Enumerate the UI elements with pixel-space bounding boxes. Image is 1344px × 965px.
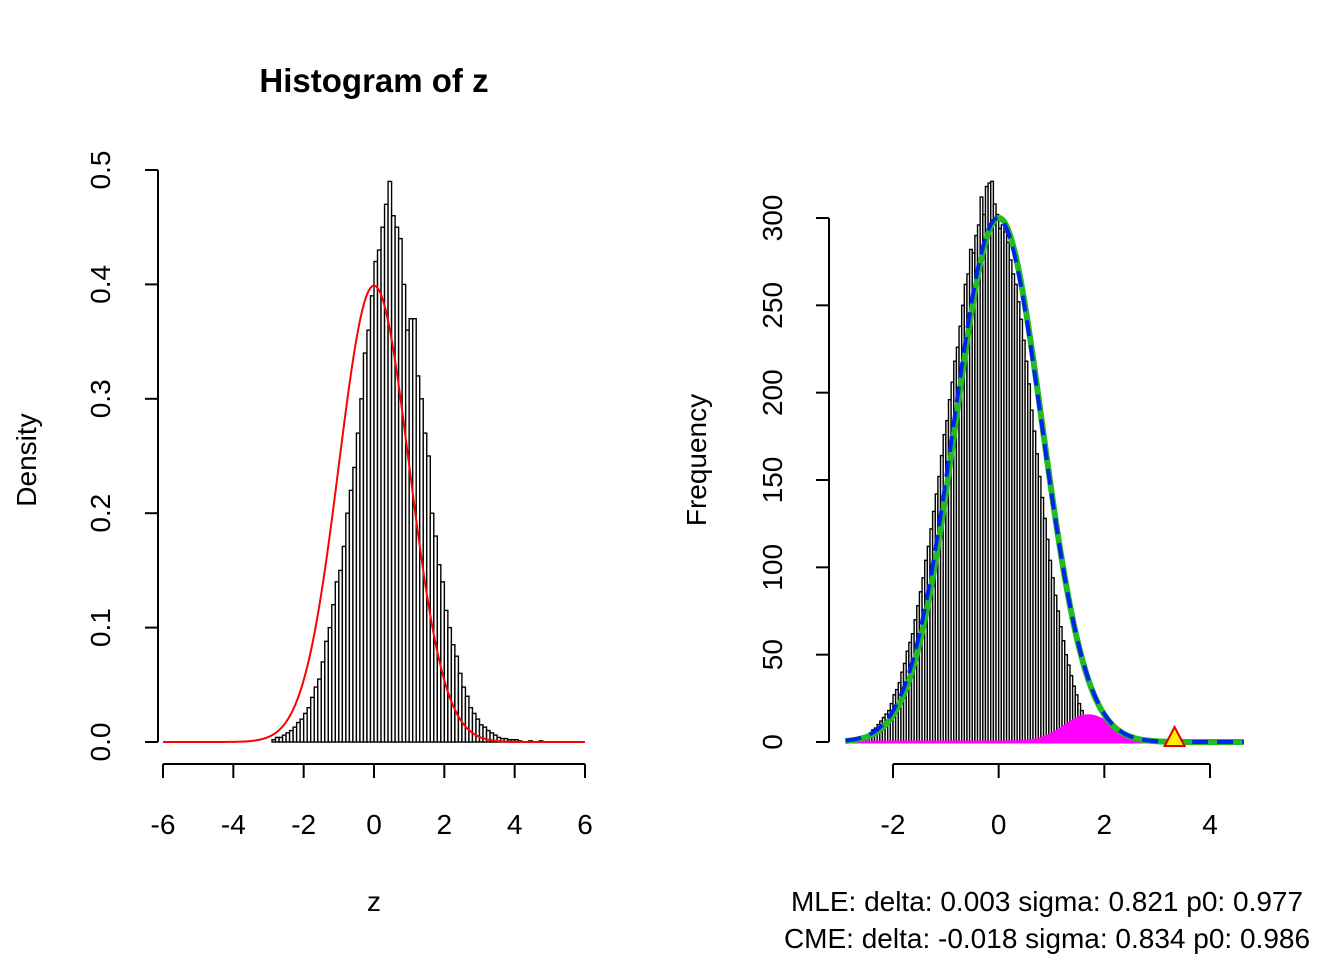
y-tick-label: 250	[757, 282, 788, 329]
left-y-axis-label: Density	[11, 413, 42, 506]
left-x-axis-label: z	[367, 886, 381, 917]
y-tick-label: 0	[757, 734, 788, 750]
y-tick-label: 0.4	[85, 265, 116, 304]
y-tick-label: 200	[757, 369, 788, 416]
x-tick-label: 2	[1097, 809, 1113, 840]
right-panel: 0 50 100 150 200 250 300 -2 0 2 4 Frequency MLE: …	[681, 180, 1310, 954]
left-histogram-bars	[271, 180, 544, 743]
x-tick-label: 2	[437, 809, 453, 840]
y-tick-label: 0.0	[85, 723, 116, 762]
y-tick-label: 0.5	[85, 151, 116, 190]
x-tick-label: -4	[221, 809, 246, 840]
x-tick-label: 0	[991, 809, 1007, 840]
x-tick-label: 0	[366, 809, 382, 840]
cme-annotation: CME: delta: -0.018 sigma: 0.834 p0: 0.98…	[784, 923, 1310, 954]
x-tick-label: -2	[881, 809, 906, 840]
y-tick-label: 0.3	[85, 379, 116, 418]
left-y-ticks: 0.0 0.1 0.2 0.3 0.4 0.5	[85, 151, 158, 762]
y-tick-label: 100	[757, 544, 788, 591]
y-tick-label: 150	[757, 457, 788, 504]
y-tick-label: 50	[757, 639, 788, 670]
left-x-ticks: -6 -4 -2 0 2 4 6	[151, 764, 593, 840]
x-tick-label: 6	[577, 809, 593, 840]
right-y-ticks: 0 50 100 150 200 250 300	[757, 195, 829, 750]
right-histogram-bars	[847, 180, 1143, 743]
x-tick-label: -6	[151, 809, 176, 840]
y-tick-label: 300	[757, 195, 788, 242]
x-tick-label: 4	[1202, 809, 1218, 840]
right-x-ticks: -2 0 2 4	[881, 764, 1218, 840]
y-tick-label: 0.1	[85, 608, 116, 647]
left-density-curve	[163, 284, 585, 743]
threshold-marker	[1162, 724, 1187, 747]
x-tick-label: -2	[291, 809, 316, 840]
x-tick-label: 4	[507, 809, 523, 840]
left-panel: Histogram of z 0.0 0.1 0.2 0.3 0.4 0.5 -6 -4 -2…	[11, 62, 593, 917]
right-y-axis-label: Frequency	[681, 394, 712, 526]
y-tick-label: 0.2	[85, 494, 116, 533]
left-chart-title: Histogram of z	[259, 62, 488, 99]
mle-annotation: MLE: delta: 0.003 sigma: 0.821 p0: 0.977	[791, 886, 1303, 917]
